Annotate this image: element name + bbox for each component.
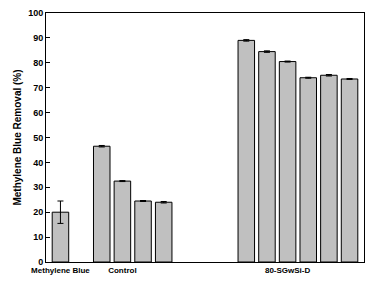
svg-text:60: 60 — [33, 108, 43, 118]
svg-text:90: 90 — [33, 33, 43, 43]
svg-text:0: 0 — [38, 257, 43, 267]
svg-text:40: 40 — [33, 158, 43, 168]
svg-text:100: 100 — [28, 8, 43, 18]
svg-text:30: 30 — [33, 182, 43, 192]
svg-text:80: 80 — [33, 58, 43, 68]
svg-text:Control: Control — [108, 266, 136, 275]
svg-text:50: 50 — [33, 133, 43, 143]
svg-text:Methylene Blue Removal (%): Methylene Blue Removal (%) — [12, 69, 23, 205]
svg-text:70: 70 — [33, 83, 43, 93]
svg-text:80-SGwSi-D: 80-SGwSi-D — [265, 266, 311, 275]
svg-text:10: 10 — [33, 232, 43, 242]
svg-text:20: 20 — [33, 207, 43, 217]
svg-text:Methylene Blue: Methylene Blue — [31, 266, 90, 275]
